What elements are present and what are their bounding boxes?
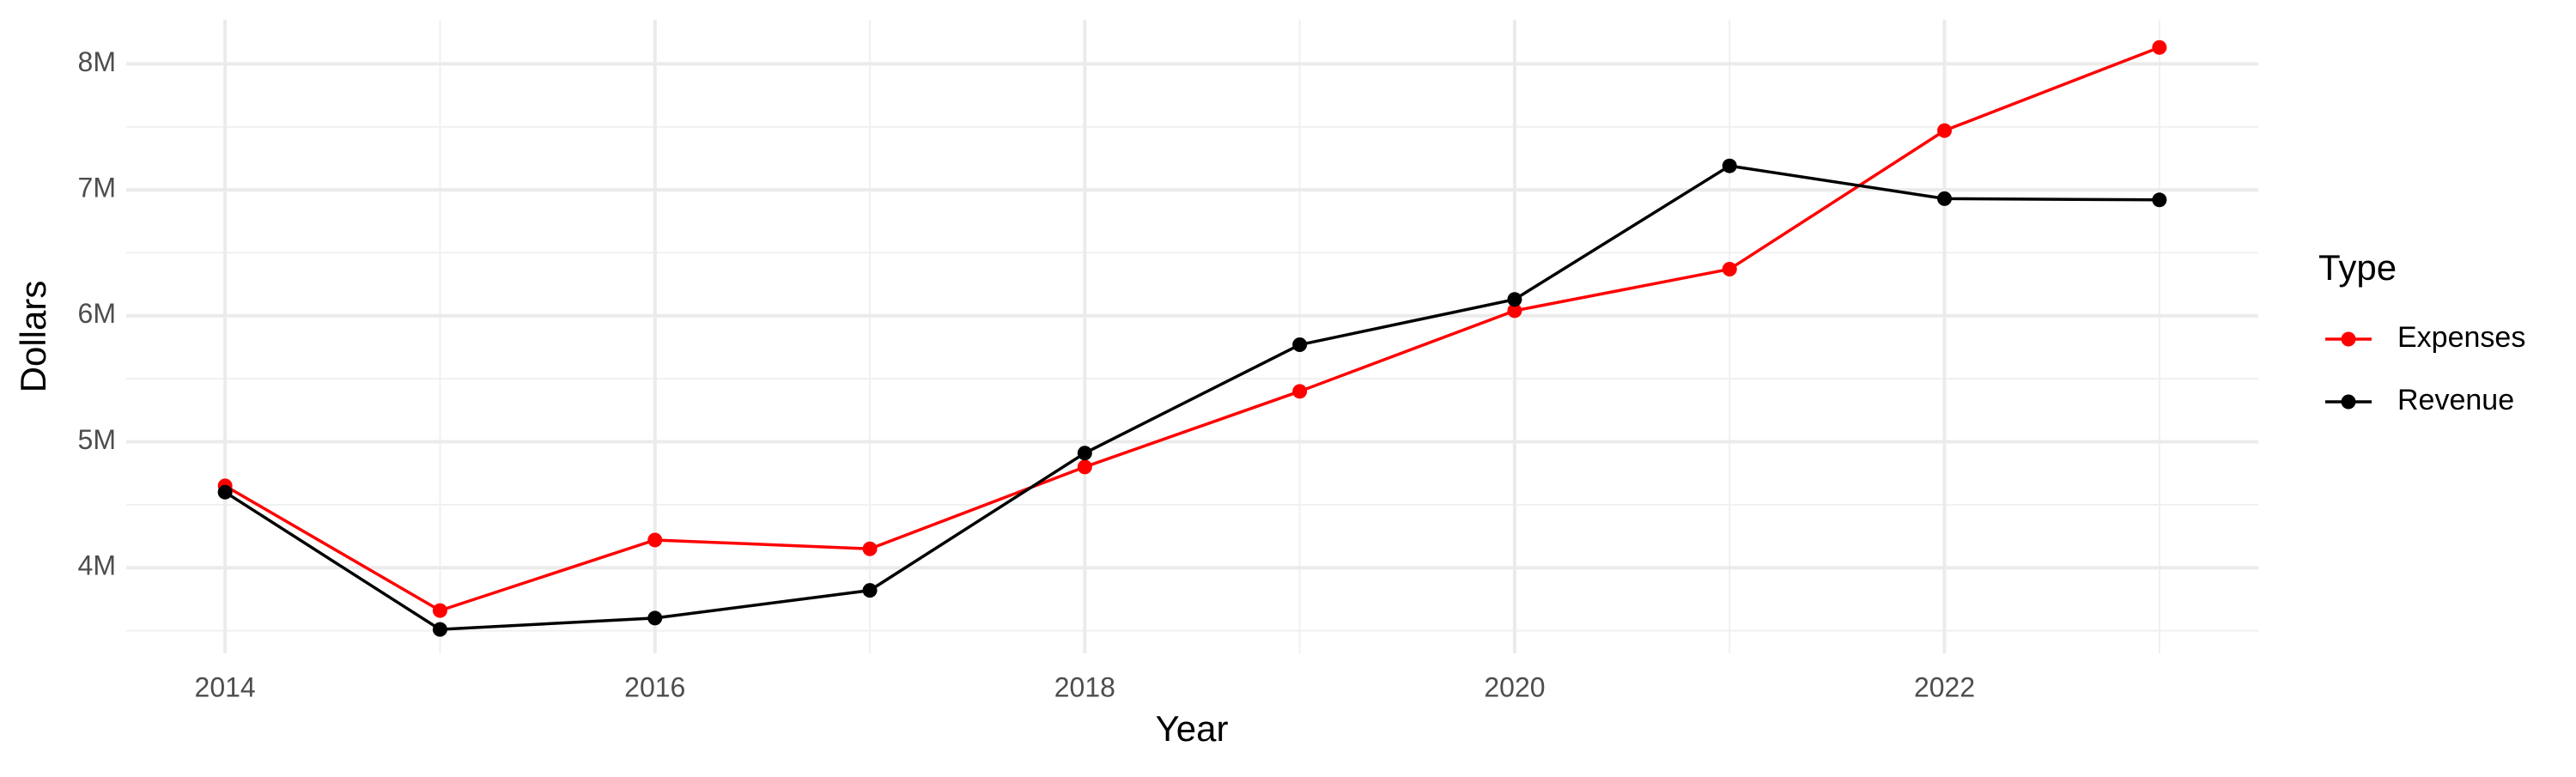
data-point: [1077, 446, 1092, 461]
data-point: [1937, 123, 1953, 138]
legend-title: Type: [2318, 247, 2397, 288]
y-tick-label: 5M: [78, 424, 116, 455]
legend-label: Expenses: [2397, 321, 2525, 354]
y-tick-label: 4M: [78, 550, 116, 581]
series-line: [224, 46, 2160, 613]
data-point: [217, 484, 233, 500]
x-axis-title: Year: [1156, 708, 1229, 749]
data-point: [647, 532, 663, 548]
data-point: [1507, 303, 1522, 319]
legend-label: Revenue: [2397, 384, 2514, 416]
x-tick-label: 2022: [1914, 671, 1975, 702]
data-point: [862, 583, 878, 598]
data-point: [1077, 459, 1092, 475]
x-tick-label: 2018: [1054, 671, 1115, 702]
data-point: [1292, 384, 1308, 399]
data-point: [432, 622, 447, 637]
data-point: [1722, 158, 1737, 173]
y-tick-label: 8M: [78, 46, 116, 77]
data-point: [1507, 292, 1522, 307]
data-point: [862, 541, 878, 556]
data-point: [2152, 192, 2167, 208]
series-line: [224, 164, 2160, 631]
x-tick-label: 2016: [624, 671, 685, 702]
x-tick-label: 2020: [1484, 671, 1545, 702]
legend-key-point: [2341, 394, 2356, 410]
x-tick-label: 2014: [195, 671, 256, 702]
data-point: [2152, 39, 2167, 55]
y-axis-title: Dollars: [13, 281, 53, 393]
data-point: [432, 603, 447, 618]
y-tick-label: 6M: [78, 298, 116, 329]
data-point: [1722, 262, 1737, 277]
data-point: [1292, 337, 1308, 353]
y-tick-label: 7M: [78, 173, 116, 203]
data-point: [647, 610, 663, 626]
data-point: [1937, 191, 1953, 206]
legend-key-point: [2341, 331, 2356, 347]
